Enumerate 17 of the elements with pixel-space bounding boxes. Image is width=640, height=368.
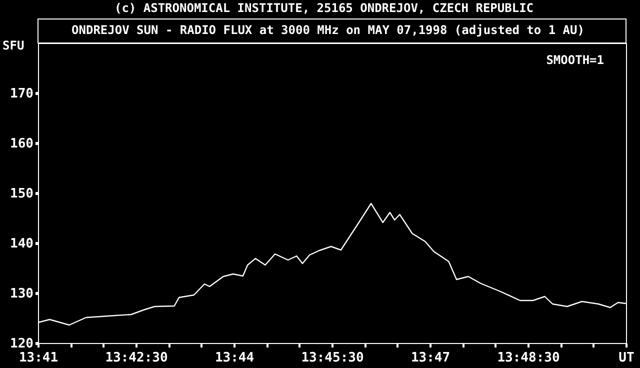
x-tick-label: 13:42:30	[105, 350, 168, 366]
text: (c) ASTRONOMICAL INSTITUTE, 25165 ONDREJOV, CZECH REPUBLIC	[114, 1, 534, 15]
x-tick-label: 13:44	[214, 350, 254, 366]
x-tick-label: UT	[618, 350, 634, 366]
x-tick-label: 13:48:30	[497, 350, 560, 366]
x-tick-label: 13:45:30	[301, 350, 364, 366]
chart-title: ONDREJOV SUN - RADIO FLUX at 3000 MHz on MAY 07,1998 (adjusted to 1 AU)	[72, 23, 584, 37]
y-tick-label: 130	[10, 286, 34, 302]
annotation: SMOOTH=1	[546, 53, 604, 67]
y-tick-label: 160	[10, 136, 34, 152]
x-tick-label: 13:47	[410, 350, 450, 366]
y-tick-label: 120	[10, 336, 34, 352]
y-axis-title: SFU	[2, 38, 24, 52]
x-tick-label: 13:41	[18, 350, 58, 366]
y-tick-label: 140	[10, 236, 34, 252]
y-tick-label: 150	[10, 186, 34, 202]
y-tick-label: 170	[10, 86, 34, 102]
